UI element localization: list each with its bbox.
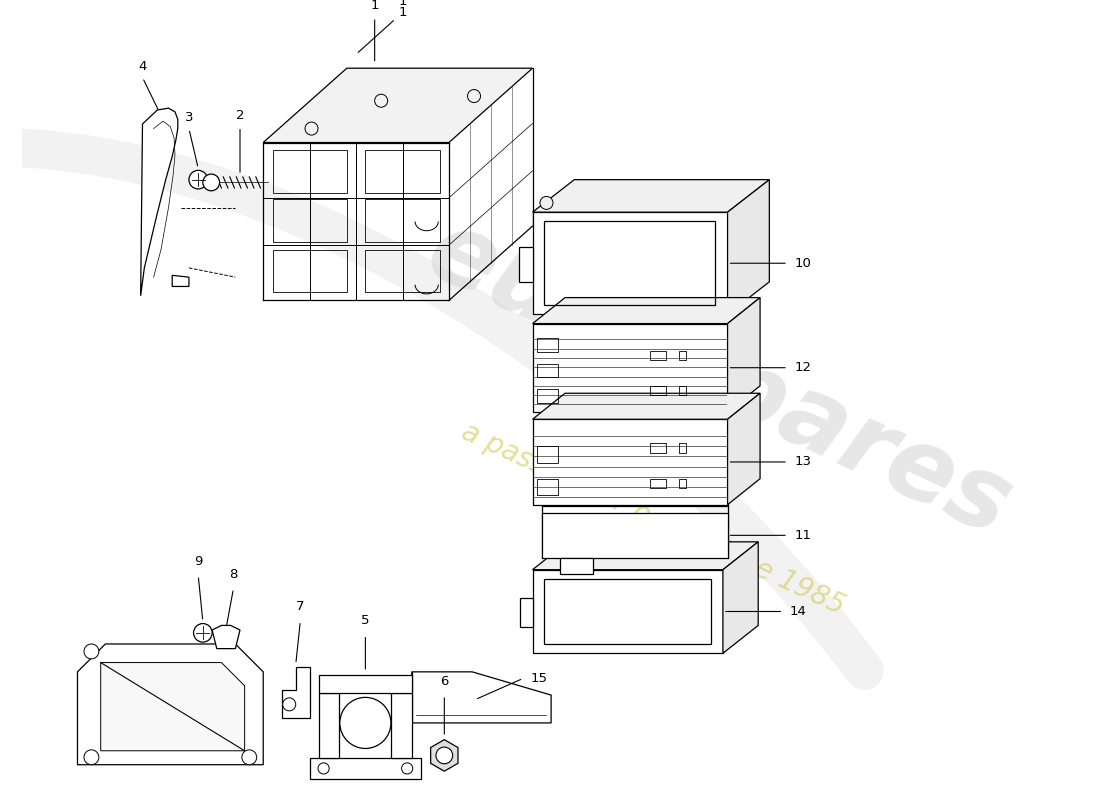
Bar <box>543 222 715 305</box>
Circle shape <box>84 644 99 659</box>
Bar <box>650 386 667 395</box>
Text: 1: 1 <box>359 6 407 53</box>
Bar <box>365 150 440 193</box>
Bar <box>679 386 686 395</box>
Text: 4: 4 <box>139 60 146 73</box>
Bar <box>310 758 421 778</box>
Polygon shape <box>173 275 189 286</box>
Circle shape <box>283 698 296 711</box>
Polygon shape <box>101 662 244 750</box>
Polygon shape <box>532 298 760 323</box>
Bar <box>537 478 558 495</box>
Text: eurospares: eurospares <box>411 202 1025 557</box>
Polygon shape <box>411 672 551 723</box>
Text: 8: 8 <box>229 568 238 581</box>
Bar <box>273 250 346 293</box>
Circle shape <box>84 750 99 765</box>
Bar <box>679 350 686 360</box>
Polygon shape <box>560 558 593 574</box>
Text: 7: 7 <box>296 600 305 614</box>
Text: 1: 1 <box>398 0 407 8</box>
Bar <box>273 199 346 242</box>
Text: 6: 6 <box>440 674 449 688</box>
Polygon shape <box>282 667 310 718</box>
Bar <box>319 674 411 694</box>
Polygon shape <box>723 542 758 654</box>
Text: 1: 1 <box>371 0 378 13</box>
Circle shape <box>468 90 481 102</box>
Circle shape <box>242 750 256 765</box>
Polygon shape <box>532 212 727 314</box>
Bar <box>679 478 686 488</box>
Circle shape <box>540 196 553 210</box>
Text: 3: 3 <box>185 111 194 124</box>
Text: a passion for parts since 1985: a passion for parts since 1985 <box>458 418 849 620</box>
Polygon shape <box>727 394 760 505</box>
Bar <box>365 199 440 242</box>
Circle shape <box>436 747 453 764</box>
Circle shape <box>305 122 318 135</box>
Circle shape <box>189 170 208 189</box>
Polygon shape <box>518 247 532 282</box>
Text: 9: 9 <box>194 555 202 568</box>
Polygon shape <box>532 394 760 419</box>
Polygon shape <box>520 598 532 627</box>
Bar <box>537 446 558 463</box>
Bar <box>542 513 727 558</box>
Polygon shape <box>141 108 178 296</box>
Polygon shape <box>430 740 458 771</box>
Circle shape <box>202 174 220 190</box>
Text: 12: 12 <box>794 362 812 374</box>
Polygon shape <box>532 542 758 570</box>
Bar <box>273 150 346 193</box>
Text: 2: 2 <box>235 109 244 122</box>
Circle shape <box>194 623 212 642</box>
Polygon shape <box>212 626 240 649</box>
Bar <box>319 694 340 758</box>
Text: 15: 15 <box>530 672 548 685</box>
Bar <box>650 478 667 488</box>
Polygon shape <box>532 323 727 412</box>
Polygon shape <box>532 570 723 654</box>
Bar <box>543 579 711 644</box>
Text: 11: 11 <box>794 529 812 542</box>
Polygon shape <box>532 419 727 505</box>
Circle shape <box>318 763 329 774</box>
Text: 5: 5 <box>361 614 370 627</box>
Polygon shape <box>532 180 769 212</box>
Circle shape <box>375 94 387 107</box>
Bar <box>537 338 558 352</box>
Ellipse shape <box>340 698 390 749</box>
Text: 13: 13 <box>794 455 812 469</box>
Bar <box>392 694 411 758</box>
Bar <box>650 443 667 453</box>
Circle shape <box>402 763 412 774</box>
Text: 10: 10 <box>794 257 812 270</box>
Bar <box>679 443 686 453</box>
Bar <box>650 350 667 360</box>
Bar <box>365 250 440 293</box>
Polygon shape <box>263 68 532 142</box>
Polygon shape <box>727 298 760 412</box>
Text: 14: 14 <box>790 605 806 618</box>
Bar <box>537 389 558 402</box>
Polygon shape <box>77 644 263 765</box>
Bar <box>537 363 558 378</box>
Polygon shape <box>727 180 769 314</box>
